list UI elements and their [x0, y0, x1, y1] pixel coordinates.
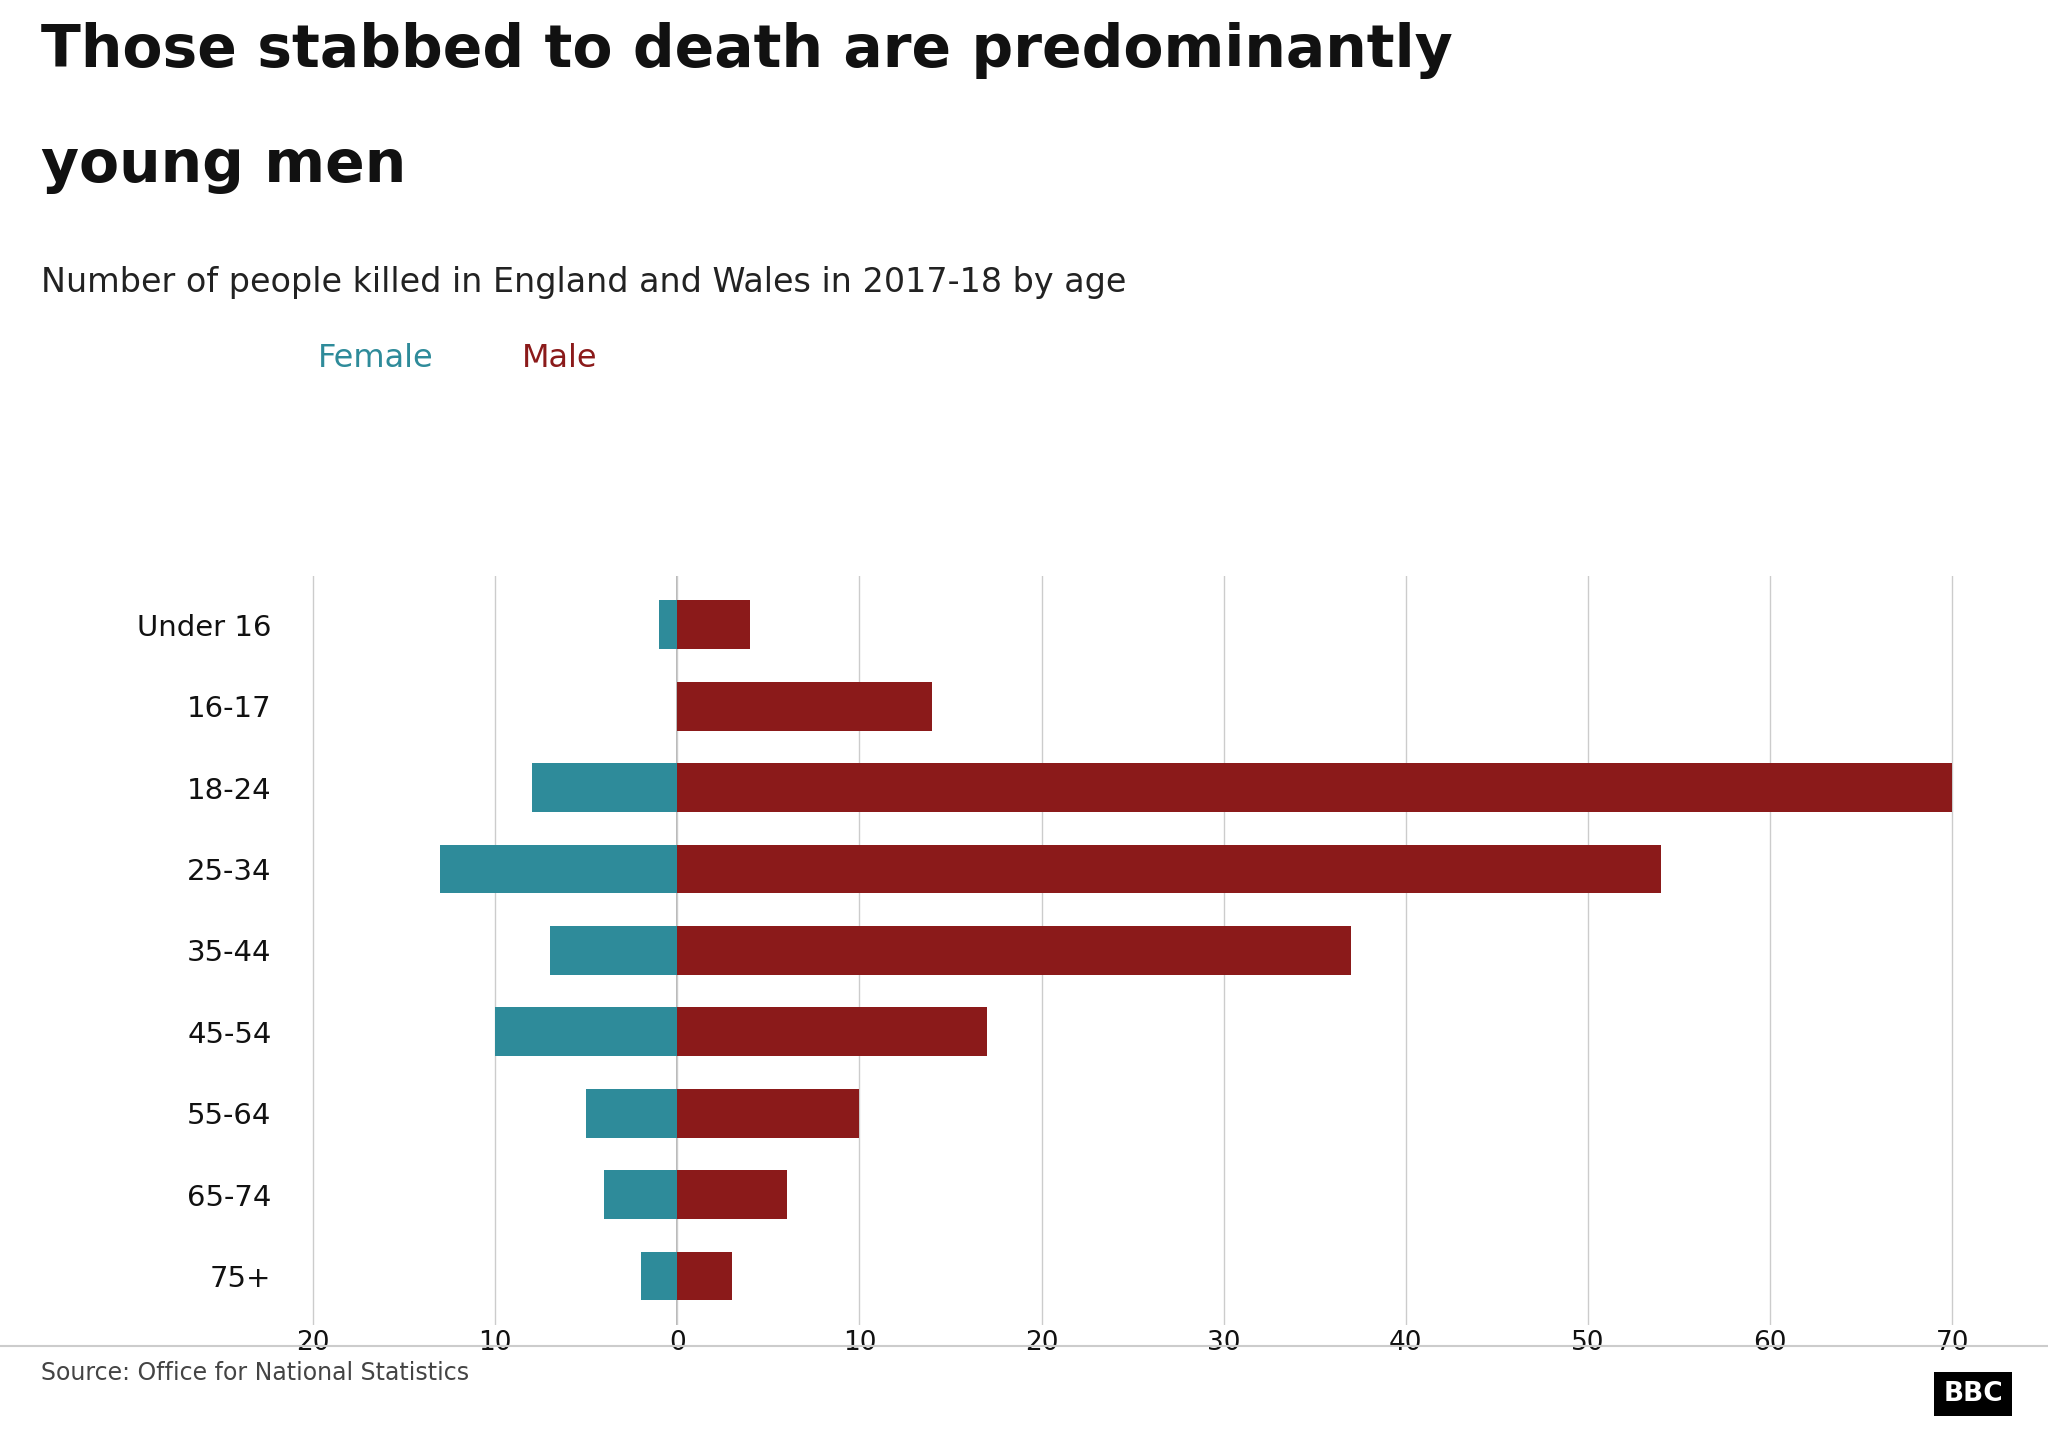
Bar: [678, 845, 1661, 893]
Bar: [532, 763, 678, 812]
Text: young men: young men: [41, 137, 406, 194]
Bar: [678, 1251, 731, 1300]
Bar: [678, 763, 1952, 812]
Bar: [678, 1171, 786, 1220]
Bar: [440, 845, 678, 893]
Bar: [641, 1251, 678, 1300]
Text: BBC: BBC: [1944, 1381, 2003, 1407]
Text: Female: Female: [317, 343, 434, 374]
Bar: [604, 1171, 678, 1220]
Bar: [549, 926, 678, 975]
Bar: [586, 1089, 678, 1138]
Bar: [659, 600, 678, 649]
Text: Source: Office for National Statistics: Source: Office for National Statistics: [41, 1361, 469, 1385]
Text: Number of people killed in England and Wales in 2017-18 by age: Number of people killed in England and W…: [41, 266, 1126, 300]
Bar: [678, 681, 932, 730]
Bar: [678, 1089, 860, 1138]
Bar: [678, 600, 750, 649]
Text: Male: Male: [522, 343, 598, 374]
Bar: [496, 1008, 678, 1056]
Text: Those stabbed to death are predominantly: Those stabbed to death are predominantly: [41, 22, 1452, 79]
Bar: [678, 1008, 987, 1056]
Bar: [678, 926, 1352, 975]
